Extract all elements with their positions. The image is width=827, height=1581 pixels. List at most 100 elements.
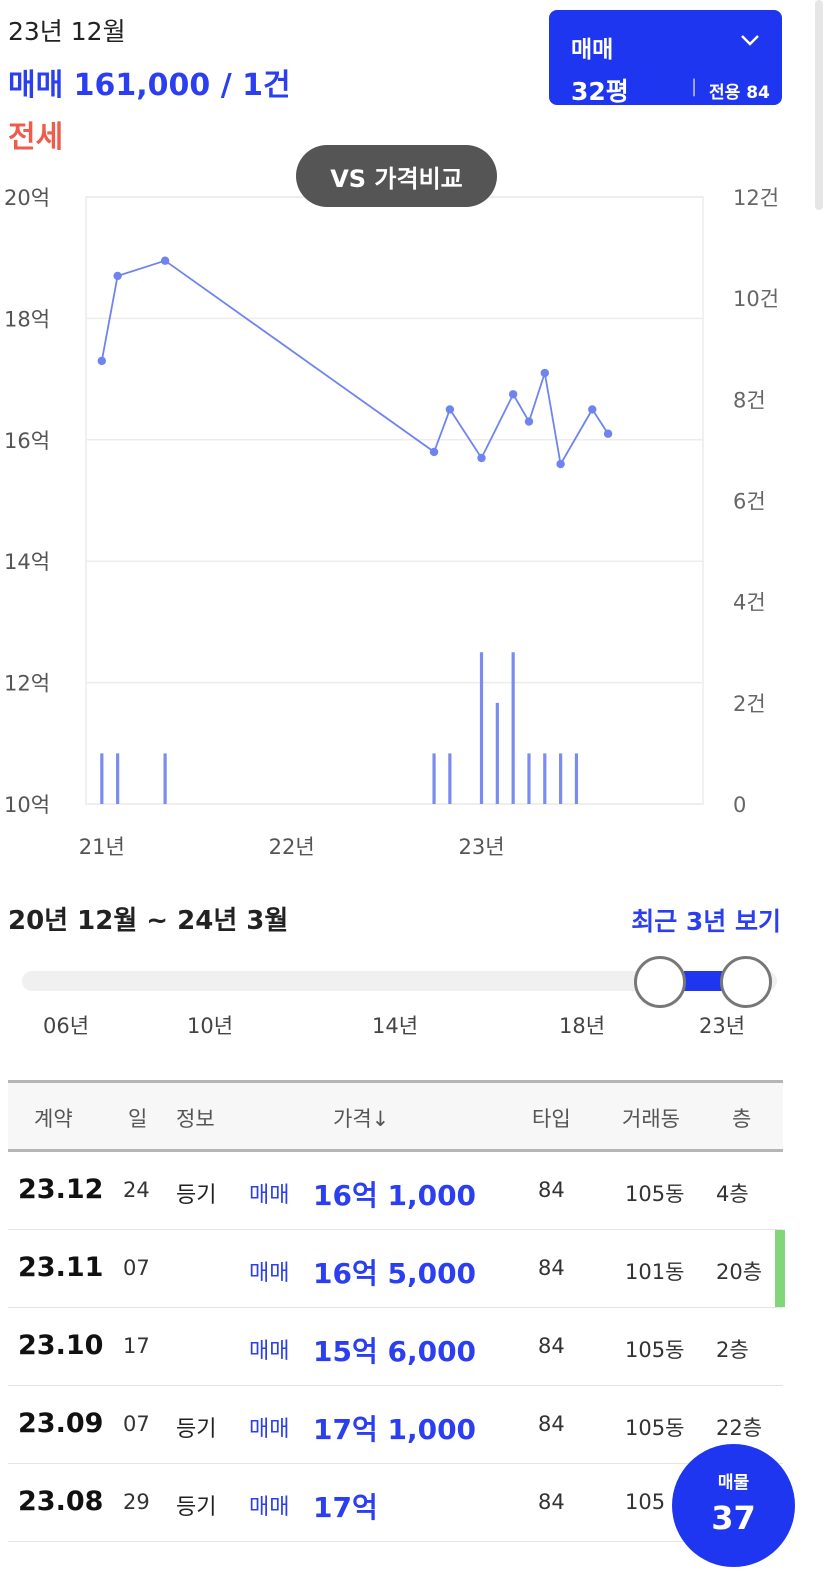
table-row[interactable]: 23.10 17 매매 15억 6,000 84 105동 2층 <box>8 1308 783 1386</box>
volume-bar <box>574 753 579 804</box>
slider-tick-label: 23년 <box>698 1014 746 1038</box>
row-price: 16억 5,000 <box>313 1257 477 1290</box>
volume-bar <box>527 753 531 804</box>
row-info: 등기 <box>176 1417 217 1442</box>
x-axis-tick-label: 23년 <box>458 835 504 859</box>
price-point <box>477 453 486 463</box>
y2-axis-tick-label: 10건 <box>733 287 779 311</box>
row-month: 23.08 <box>18 1486 104 1517</box>
price-point <box>113 271 122 281</box>
plot-frame <box>85 196 704 805</box>
volume-bar <box>511 652 515 804</box>
volume-bar <box>163 753 167 804</box>
row-type: 84 <box>538 1178 565 1202</box>
listings-label: 매물 <box>717 1473 750 1493</box>
divider: | <box>691 76 698 97</box>
row-month: 23.11 <box>18 1252 104 1283</box>
chevron-down-icon <box>740 28 760 53</box>
volume-bar <box>432 753 436 804</box>
y-axis-tick-label: 20억 <box>4 186 50 210</box>
slider-tick-label: 10년 <box>186 1014 234 1038</box>
y-axis-tick-label: 18억 <box>4 307 50 331</box>
row-info: 등기 <box>176 1183 217 1208</box>
transaction-table: 계약 일 정보 가격↓ 타입 거래동 층 23.12 24 등기 매매 16억 … <box>8 1080 785 1542</box>
row-dong: 105동 <box>625 1338 685 1362</box>
row-kind: 매매 <box>249 1417 290 1442</box>
table-row[interactable]: 23.11 07 매매 16억 5,000 84 101동 20층 <box>8 1230 785 1308</box>
y-axis-tick-label: 14억 <box>4 550 50 574</box>
vs-compare-button[interactable]: VS 가격비교 <box>296 145 497 207</box>
y-axis-tick-label: 16억 <box>4 429 50 453</box>
header-info: 정보 <box>176 1107 215 1131</box>
price-chart: 20억 18억 16억 14억 12억 10억 12건 10건 8건 6건 4건 2건 0 21년 22년 2… <box>4 186 779 859</box>
slider-start-handle[interactable] <box>634 956 686 1008</box>
row-floor: 4층 <box>716 1182 749 1206</box>
header-price-sort[interactable]: 가격↓ <box>333 1107 390 1131</box>
row-price: 17억 1,000 <box>313 1413 477 1446</box>
row-floor: 2층 <box>716 1338 749 1362</box>
row-dong: 105동 <box>625 1416 685 1440</box>
x-axis-tick-label: 22년 <box>269 835 315 859</box>
y-axis-tick-label: 12억 <box>4 672 50 696</box>
table-header: 계약 일 정보 가격↓ 타입 거래동 층 <box>8 1080 783 1152</box>
y2-axis-tick-label: 4건 <box>733 591 766 615</box>
header: 23년 12월 매매 161,000 / 1건 전세 <box>0 0 827 155</box>
row-floor: 20층 <box>716 1260 763 1284</box>
row-price: 16억 1,000 <box>313 1179 477 1212</box>
slider-track[interactable] <box>22 971 777 991</box>
selected-period: 23년 12월 <box>8 17 126 46</box>
row-info: 등기 <box>176 1495 217 1520</box>
jeonse-summary: 전세 <box>8 120 64 155</box>
row-highlight-marker <box>775 1230 785 1307</box>
scrollbar[interactable] <box>815 0 823 210</box>
y-axis-tick-label: 10억 <box>4 793 50 817</box>
slider-end-handle[interactable] <box>720 956 772 1008</box>
row-day: 17 <box>123 1334 150 1358</box>
header-floor: 층 <box>732 1107 752 1131</box>
price-point <box>97 356 107 366</box>
slider-tick-label: 18년 <box>558 1014 606 1038</box>
table-row[interactable]: 23.09 07 등기 매매 17억 1,000 84 105동 22층 <box>8 1386 783 1464</box>
header-type: 타입 <box>532 1107 571 1131</box>
price-point <box>160 256 170 265</box>
row-price: 15억 6,000 <box>313 1335 477 1368</box>
y2-axis-tick-label: 12건 <box>733 186 779 210</box>
row-day: 07 <box>123 1412 150 1436</box>
row-dong: 105 <box>625 1490 666 1514</box>
period-slider[interactable] <box>22 956 777 1008</box>
row-type: 84 <box>538 1334 565 1358</box>
price-point <box>603 429 613 438</box>
table-row[interactable]: 23.08 29 등기 매매 17억 84 105 <box>8 1464 783 1542</box>
row-month: 23.09 <box>18 1408 104 1439</box>
pyeong-label: 32평 <box>571 77 629 106</box>
price-point <box>540 368 549 378</box>
type-selector[interactable]: 매매 32평 | 전용 84㎡ <box>549 10 782 128</box>
slider-ticks: 06년 10년 14년 18년 23년 <box>0 1010 827 1040</box>
slider-tick-label: 06년 <box>42 1014 90 1038</box>
y2-axis-tick-label: 6건 <box>733 490 766 514</box>
price-point <box>429 447 439 457</box>
recent-3-years-link[interactable]: 최근 3년 보기 <box>631 907 781 936</box>
row-type: 84 <box>538 1490 565 1514</box>
row-floor: 22층 <box>716 1416 763 1440</box>
table-row[interactable]: 23.12 24 등기 매매 16억 1,000 84 105동 4층 <box>8 1152 783 1230</box>
deal-type-label: 매매 <box>571 37 614 63</box>
listings-button[interactable]: 매물 37 <box>672 1444 795 1567</box>
price-point <box>588 405 597 414</box>
volume-bar <box>559 753 563 804</box>
header-dong: 거래동 <box>622 1107 680 1131</box>
volume-bar <box>448 753 452 804</box>
row-price: 17억 <box>313 1491 378 1524</box>
sale-summary: 매매 161,000 / 1건 <box>8 68 291 103</box>
header-day: 일 <box>128 1107 148 1131</box>
row-type: 84 <box>538 1412 565 1436</box>
volume-bar <box>543 753 547 804</box>
row-month: 23.10 <box>18 1330 104 1361</box>
row-dong: 105동 <box>625 1182 685 1206</box>
price-point <box>556 459 565 469</box>
price-point <box>508 390 518 399</box>
area-label: 전용 84㎡ <box>709 83 770 128</box>
date-range: 20년 12월 ~ 24년 3월 <box>8 906 289 936</box>
row-day: 07 <box>123 1256 150 1280</box>
row-day: 29 <box>123 1490 150 1514</box>
